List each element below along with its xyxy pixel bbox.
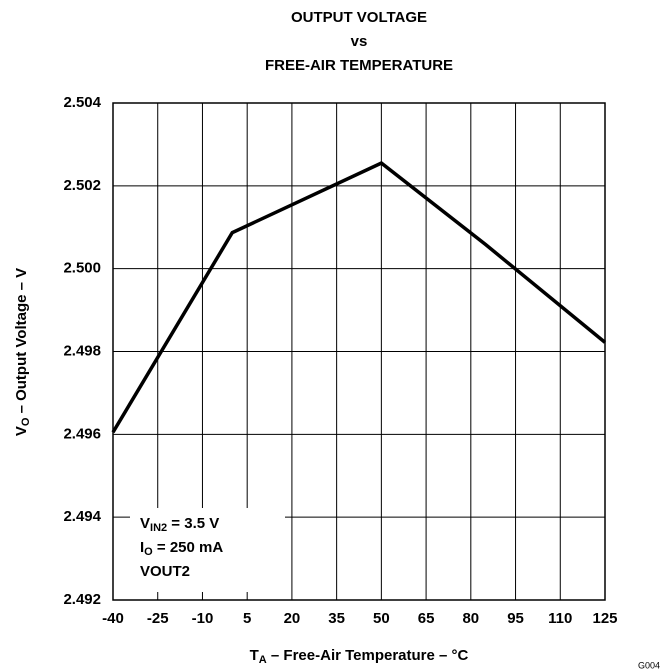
x-tick-label: 80 xyxy=(462,610,479,627)
x-tick-label: 5 xyxy=(243,610,251,627)
annotation-part: IN2 xyxy=(150,522,167,534)
figure-id: G004 xyxy=(638,660,660,670)
x-tick-label: 50 xyxy=(373,610,390,627)
x-tick-label: 110 xyxy=(548,610,572,627)
y-tick-label: 2.492 xyxy=(63,591,101,608)
chart-title: vs xyxy=(351,33,368,50)
x-tick-label: 125 xyxy=(592,610,617,627)
plot-frame xyxy=(112,102,606,601)
annotation-part: O xyxy=(144,546,153,558)
annotation: VIN2 = 3.5 V xyxy=(140,515,219,534)
chart-title: FREE-AIR TEMPERATURE xyxy=(265,57,453,74)
annotation-part: = 250 mA xyxy=(153,539,224,556)
line xyxy=(111,161,607,434)
chart-title: OUTPUT VOLTAGE xyxy=(291,9,427,26)
annotation-box xyxy=(130,508,285,592)
annotation-part: = 3.5 V xyxy=(167,515,219,532)
annotation-part: VOUT2 xyxy=(140,563,190,580)
x-tick-label: 35 xyxy=(328,610,345,627)
x-axis-label: TA – Free-Air Temperature – °C xyxy=(250,647,469,666)
annotation: VOUT2 xyxy=(140,563,190,580)
annotation-part: V xyxy=(140,515,150,532)
y-tick-label: 2.494 xyxy=(63,508,101,525)
x-tick-label: -25 xyxy=(147,610,169,627)
annotation: IO = 250 mA xyxy=(140,539,223,558)
annotation-part: I xyxy=(140,539,144,556)
x-tick-label: 20 xyxy=(284,610,301,627)
y-tick-label: 2.504 xyxy=(63,94,101,111)
x-tick-label: 95 xyxy=(507,610,524,627)
y-tick-label: 2.502 xyxy=(63,177,101,194)
x-tick-label: -40 xyxy=(102,610,124,627)
y-tick-label: 2.500 xyxy=(63,260,101,277)
y-axis-label: VO – Output Voltage – V xyxy=(13,268,32,436)
y-tick-label: 2.498 xyxy=(63,342,101,359)
y-tick-label: 2.496 xyxy=(63,425,101,442)
x-tick-label: 65 xyxy=(418,610,435,627)
x-tick-label: -10 xyxy=(192,610,214,627)
